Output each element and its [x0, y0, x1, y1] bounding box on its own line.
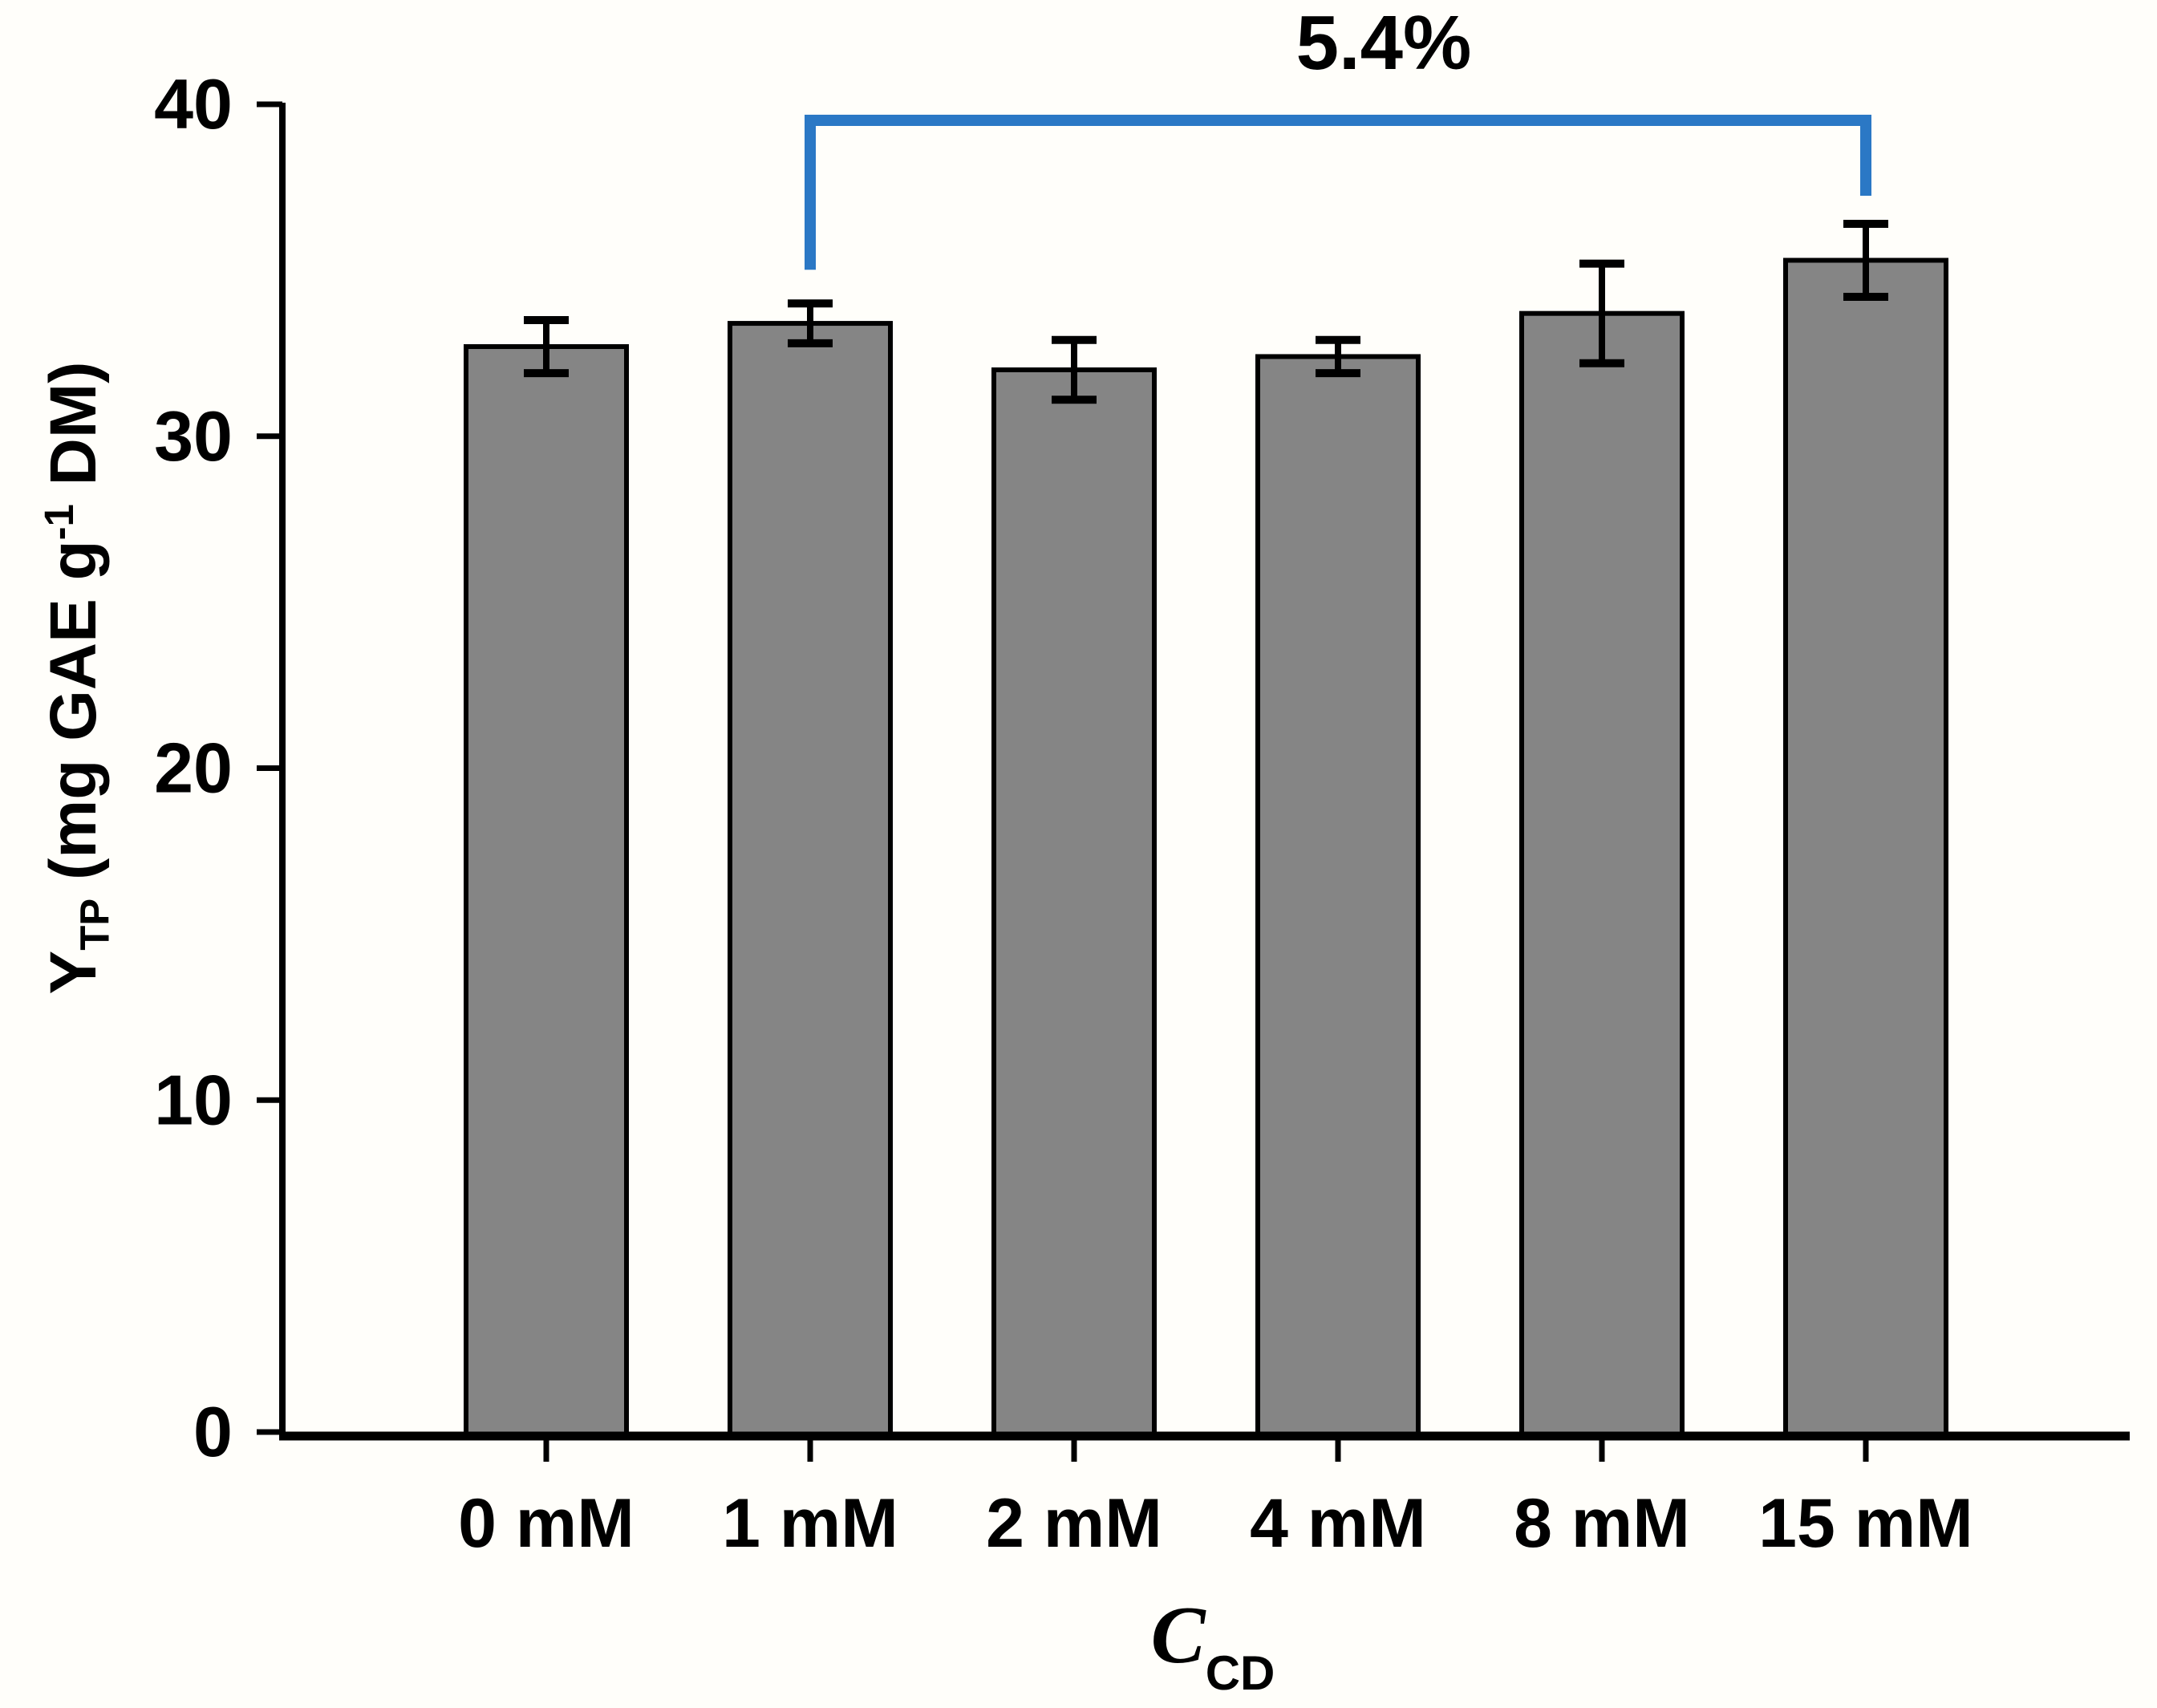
- significance-bracket: [805, 115, 1871, 270]
- significance-percent-label: 5.4%: [1295, 0, 1472, 86]
- bar-0-mM: [464, 344, 629, 1438]
- bar-1-mM: [728, 321, 893, 1438]
- x-axis-title: CCD: [1151, 1595, 1275, 1698]
- y-axis-title-symbol: Y: [37, 950, 110, 995]
- y-tick-label-30: 30: [154, 396, 233, 476]
- bar-2-mM: [991, 367, 1157, 1438]
- y-axis-title-exponent: -1: [36, 504, 83, 541]
- y-tick-label-0: 0: [193, 1392, 233, 1471]
- y-tick-label-10: 10: [154, 1060, 233, 1139]
- x-tick-label-4-mM: 4 mM: [1250, 1485, 1426, 1562]
- x-tick-label-2-mM: 2 mM: [986, 1485, 1162, 1562]
- x-axis-title-symbol-subscript: CD: [1205, 1646, 1275, 1700]
- y-axis-title: YTP (mg GAE g-1 DM): [36, 362, 117, 995]
- y-axis-title-units-end: DM): [37, 361, 110, 505]
- x-axis-title-symbol: C: [1150, 1590, 1206, 1681]
- bar-15-mM: [1783, 258, 1948, 1438]
- y-axis-title-units: (mg GAE g: [37, 540, 110, 899]
- bar-8-mM: [1519, 310, 1685, 1438]
- x-tick-label-1-mM: 1 mM: [722, 1485, 898, 1562]
- y-tick-label-40: 40: [154, 64, 233, 144]
- y-tick-label-20: 20: [154, 728, 233, 808]
- y-axis-title-symbol-subscript: TP: [71, 898, 118, 951]
- bar-4-mM: [1255, 354, 1421, 1438]
- x-tick-label-0-mM: 0 mM: [458, 1485, 635, 1562]
- x-tick-label-8-mM: 8 mM: [1514, 1485, 1690, 1562]
- x-tick-label-15-mM: 15 mM: [1758, 1485, 1973, 1562]
